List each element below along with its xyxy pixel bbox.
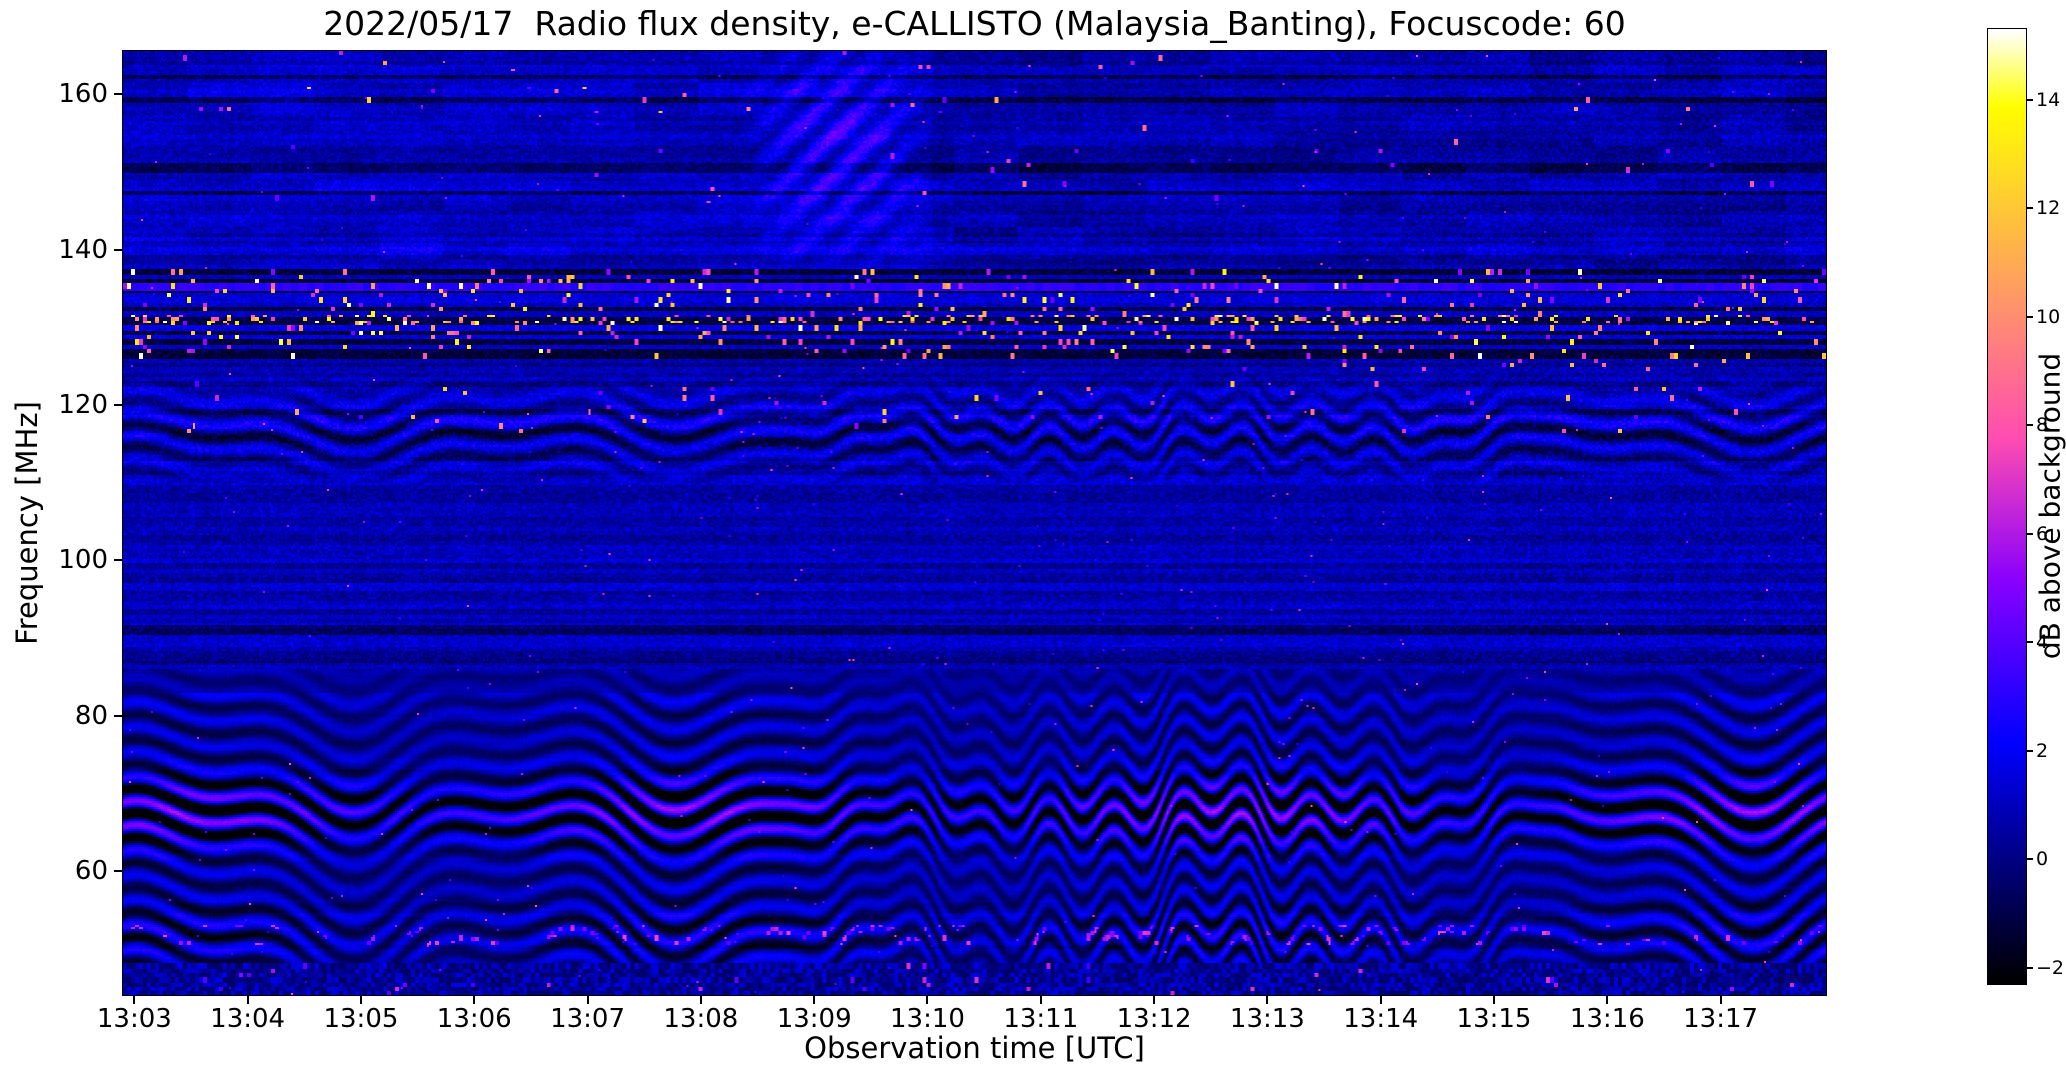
x-tick-label: 13:07 — [550, 1004, 626, 1034]
x-tick-mark — [359, 995, 362, 1004]
y-tick-mark — [114, 714, 123, 717]
colorbar-tick-label: 0 — [2036, 848, 2049, 871]
x-tick-mark — [926, 995, 929, 1004]
x-tick-mark — [1719, 995, 1722, 1004]
colorbar-canvas — [1988, 29, 2026, 984]
colorbar-tick-mark — [2026, 641, 2033, 644]
x-tick-mark — [1493, 995, 1495, 1004]
x-tick-label: 13:04 — [210, 1004, 286, 1034]
colorbar-label: dB above background — [2033, 352, 2066, 660]
x-tick-mark — [1153, 995, 1156, 1004]
y-tick-mark — [114, 404, 123, 406]
colorbar-tick-label: 10 — [2036, 305, 2061, 328]
x-tick-label: 13:16 — [1569, 1004, 1645, 1034]
colorbar-tick-label: 2 — [2036, 739, 2049, 762]
x-tick-mark — [813, 995, 816, 1004]
x-tick-label: 13:09 — [776, 1004, 852, 1034]
y-tick-label: 160 — [58, 79, 108, 110]
x-tick-mark — [699, 995, 702, 1004]
x-tick-mark — [246, 995, 249, 1004]
x-tick-label: 13:12 — [1116, 1004, 1192, 1034]
y-tick-mark — [114, 248, 123, 251]
colorbar-tick-mark — [2026, 749, 2033, 752]
colorbar-tick-mark — [2026, 98, 2033, 101]
colorbar-tick-label: 12 — [2036, 197, 2061, 220]
x-tick-mark — [1379, 995, 1382, 1004]
chart-title: 2022/05/17 Radio flux density, e-CALLIST… — [323, 4, 1626, 43]
colorbar-tick-mark — [2026, 532, 2033, 535]
x-tick-label: 13:13 — [1229, 1004, 1305, 1034]
spectrogram-canvas — [123, 51, 1826, 995]
x-tick-label: 13:05 — [323, 1004, 399, 1034]
colorbar-tick-mark — [2026, 966, 2033, 969]
colorbar — [1988, 29, 2026, 984]
x-axis-label: Observation time [UTC] — [804, 1031, 1145, 1065]
colorbar-tick-mark — [2026, 424, 2033, 427]
y-axis-label: Frequency [MHz] — [10, 401, 44, 645]
x-tick-label: 13:03 — [96, 1004, 172, 1034]
x-tick-label: 13:17 — [1683, 1004, 1759, 1034]
x-tick-mark — [1606, 995, 1609, 1004]
x-tick-mark — [473, 995, 476, 1004]
x-tick-mark — [586, 995, 589, 1004]
colorbar-tick-mark — [2026, 207, 2033, 210]
colorbar-tick-mark — [2026, 315, 2033, 318]
x-tick-mark — [133, 995, 136, 1004]
y-tick-mark — [114, 869, 123, 872]
plot-area — [123, 51, 1826, 995]
x-tick-mark — [1266, 995, 1269, 1004]
y-tick-label: 80 — [74, 700, 108, 731]
x-tick-mark — [1039, 995, 1042, 1004]
y-tick-label: 140 — [58, 234, 108, 265]
x-tick-label: 13:11 — [1003, 1004, 1079, 1034]
colorbar-tick-label: −2 — [2036, 956, 2065, 979]
y-tick-mark — [114, 559, 123, 562]
colorbar-tick-label: 14 — [2036, 88, 2061, 111]
x-tick-label: 13:10 — [890, 1004, 965, 1034]
x-tick-label: 13:06 — [436, 1004, 512, 1034]
y-tick-mark — [114, 93, 123, 96]
x-tick-label: 13:08 — [663, 1004, 739, 1034]
x-tick-label: 13:14 — [1343, 1004, 1419, 1034]
x-tick-label: 13:15 — [1456, 1004, 1532, 1034]
colorbar-tick-mark — [2026, 858, 2033, 861]
y-tick-label: 60 — [74, 855, 108, 886]
